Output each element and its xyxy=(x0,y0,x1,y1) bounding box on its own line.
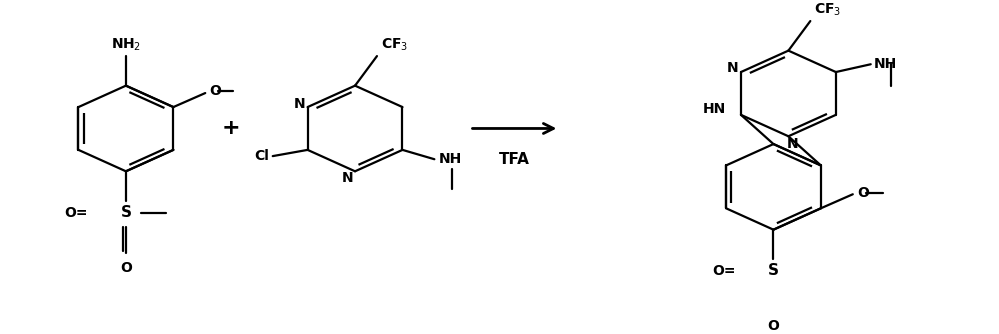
Text: N: N xyxy=(294,97,306,111)
Text: NH: NH xyxy=(439,152,462,166)
Text: O: O xyxy=(120,261,132,275)
Text: CF$_3$: CF$_3$ xyxy=(814,2,841,18)
Text: O=: O= xyxy=(65,205,88,219)
Text: N: N xyxy=(727,61,739,75)
Text: TFA: TFA xyxy=(500,152,529,167)
Text: HN: HN xyxy=(702,102,726,116)
Text: NH: NH xyxy=(874,57,897,71)
Text: O: O xyxy=(857,186,869,200)
Text: N: N xyxy=(342,171,353,184)
Text: N: N xyxy=(786,137,798,151)
Text: +: + xyxy=(221,119,240,139)
Text: O: O xyxy=(767,319,779,333)
Text: S: S xyxy=(121,205,132,220)
Text: O: O xyxy=(209,85,221,99)
Text: S: S xyxy=(768,264,779,279)
Text: NH$_2$: NH$_2$ xyxy=(111,36,141,53)
Text: Cl: Cl xyxy=(254,149,269,163)
Text: O=: O= xyxy=(712,264,735,278)
Text: CF$_3$: CF$_3$ xyxy=(381,36,409,53)
